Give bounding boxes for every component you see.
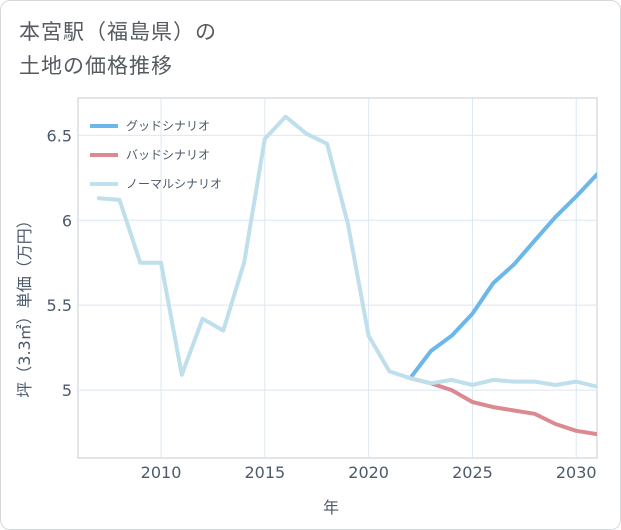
plot-area — [77, 97, 598, 459]
x-tick-label-2025: 2025 — [452, 463, 493, 482]
grid-x — [160, 98, 577, 458]
y-tick-label-2: 6 — [62, 211, 72, 230]
x-axis-title: 年 — [323, 498, 339, 517]
series-layer — [96, 114, 597, 437]
x-tick-label-2020: 2020 — [348, 463, 389, 482]
y-axis-title: 坪（3.3㎡）単価（万円） — [15, 212, 34, 397]
title-line-1: 本宮駅（福島県）の — [19, 20, 217, 44]
page-title: 本宮駅（福島県）の 土地の価格推移 — [19, 15, 217, 83]
y-tick-label-3: 6.5 — [47, 126, 72, 145]
x-tick-label-2015: 2015 — [244, 463, 285, 482]
x-tick-label-2010: 2010 — [141, 463, 182, 482]
x-tick-labels: 2010 2015 2020 2025 2030 — [141, 463, 597, 482]
grid-y — [78, 134, 597, 391]
series-line-2 — [96, 114, 597, 389]
y-tick-label-0: 5 — [62, 381, 72, 400]
y-tick-labels: 5 5.5 6 6.5 — [47, 126, 72, 400]
legend-label-1: バッドシナリオ — [126, 148, 210, 162]
x-tick-label-2030: 2030 — [556, 463, 597, 482]
legend-label-2: ノーマルシナリオ — [126, 177, 222, 191]
y-tick-label-1: 5.5 — [47, 296, 72, 315]
title-line-2: 土地の価格推移 — [19, 54, 173, 78]
series-line-0 — [408, 172, 597, 381]
legend-label-0: グッドシナリオ — [126, 119, 210, 133]
series-line-1 — [408, 376, 597, 437]
